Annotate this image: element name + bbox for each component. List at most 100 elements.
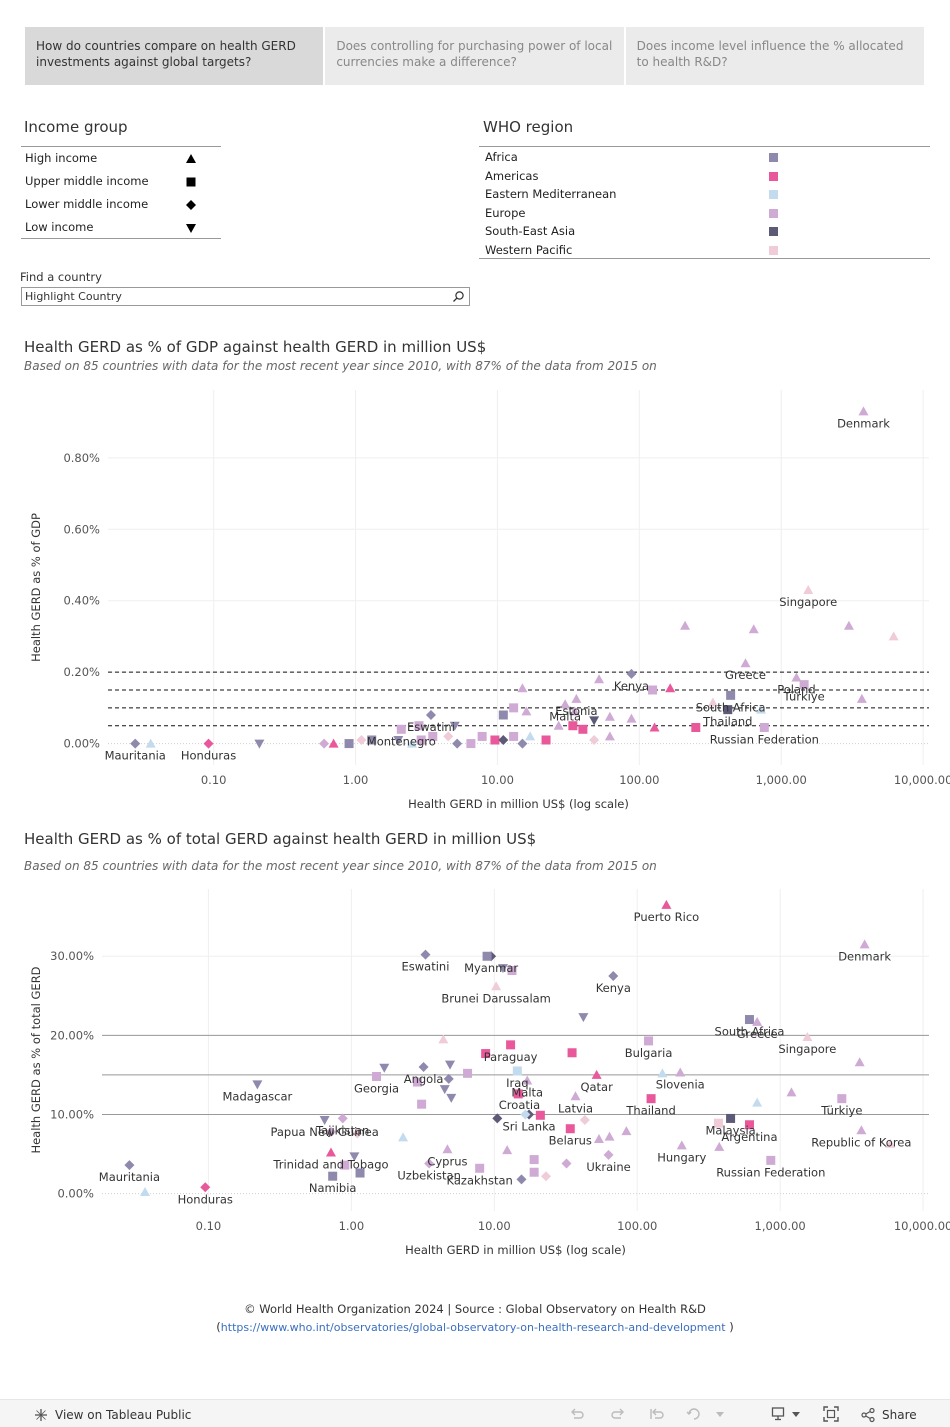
data-point[interactable] [648, 685, 658, 695]
data-point[interactable] [420, 949, 431, 960]
data-point[interactable] [604, 731, 615, 741]
data-point[interactable] [603, 1149, 614, 1160]
legend-item-europe[interactable]: Europe [479, 204, 930, 223]
data-point[interactable] [799, 680, 809, 690]
data-point[interactable] [535, 1110, 545, 1120]
data-point[interactable] [481, 1049, 491, 1059]
data-point[interactable] [398, 1132, 409, 1142]
data-point[interactable] [644, 1036, 654, 1046]
data-point[interactable] [707, 697, 718, 707]
data-point[interactable] [766, 1155, 776, 1165]
data-point[interactable] [520, 1109, 531, 1120]
data-point[interactable] [356, 735, 367, 745]
data-point[interactable] [417, 1099, 427, 1109]
data-point[interactable] [568, 721, 578, 731]
tab-purchasing-power[interactable]: Does controlling for purchasing power of… [325, 27, 624, 85]
legend-item-americas[interactable]: Americas [479, 167, 930, 186]
tab-global-targets[interactable]: How do countries compare on health GERD … [25, 27, 324, 85]
data-point[interactable] [594, 674, 605, 684]
data-point[interactable] [571, 693, 582, 703]
redo-icon[interactable] [610, 1406, 626, 1422]
data-point[interactable] [452, 738, 463, 749]
data-point[interactable] [561, 1158, 572, 1169]
data-point[interactable] [676, 1140, 687, 1150]
data-point[interactable] [604, 1131, 615, 1141]
view-on-tableau-button[interactable]: View on Tableau Public [33, 1407, 191, 1423]
data-point[interactable] [325, 1147, 336, 1157]
data-point[interactable] [859, 939, 870, 949]
data-point[interactable] [482, 951, 492, 961]
data-point[interactable] [475, 1163, 485, 1173]
data-point[interactable] [438, 1034, 449, 1044]
data-point[interactable] [541, 1171, 552, 1182]
data-point[interactable] [449, 721, 460, 731]
data-point[interactable] [506, 1040, 516, 1050]
data-point[interactable] [393, 736, 404, 745]
data-point[interactable] [578, 724, 588, 734]
data-point[interactable] [372, 1072, 382, 1082]
data-point[interactable] [517, 738, 528, 749]
data-point[interactable] [509, 703, 519, 713]
data-point[interactable] [477, 731, 487, 741]
legend-item-upper-middle-income[interactable]: Upper middle income [21, 170, 221, 193]
data-point[interactable] [646, 1094, 656, 1104]
data-point[interactable] [525, 731, 536, 741]
data-point[interactable] [569, 706, 580, 716]
data-point[interactable] [858, 406, 869, 416]
data-point[interactable] [466, 739, 476, 749]
data-point[interactable] [319, 738, 330, 749]
data-point[interactable] [349, 1152, 360, 1162]
data-point[interactable] [752, 1016, 763, 1026]
data-point[interactable] [130, 738, 141, 749]
data-point[interactable] [492, 1113, 503, 1124]
undo-icon[interactable] [569, 1406, 585, 1422]
data-point[interactable] [352, 1128, 363, 1139]
data-point[interactable] [802, 1031, 813, 1041]
data-point[interactable] [396, 724, 406, 734]
data-point[interactable] [200, 1182, 211, 1193]
data-point[interactable] [513, 1089, 523, 1099]
data-point[interactable] [203, 738, 214, 749]
data-point[interactable] [744, 1120, 754, 1130]
data-point[interactable] [328, 1171, 338, 1181]
data-point[interactable] [856, 1125, 867, 1135]
data-point[interactable] [726, 690, 736, 700]
data-point[interactable] [675, 1067, 686, 1077]
data-point[interactable] [325, 1126, 336, 1137]
data-point[interactable] [759, 723, 769, 732]
data-point[interactable] [565, 1124, 575, 1134]
data-point[interactable] [502, 1145, 513, 1155]
data-point[interactable] [367, 735, 377, 745]
data-point[interactable] [657, 1068, 668, 1078]
data-point[interactable] [553, 720, 564, 730]
data-point[interactable] [516, 1174, 527, 1185]
data-point[interactable] [512, 1066, 522, 1076]
data-point[interactable] [885, 1138, 896, 1148]
data-point[interactable] [416, 735, 426, 745]
data-point[interactable] [649, 722, 660, 732]
data-point[interactable] [319, 1116, 330, 1126]
data-point[interactable] [723, 705, 733, 715]
data-point[interactable] [522, 1075, 533, 1085]
data-point[interactable] [529, 1155, 539, 1165]
data-point[interactable] [498, 735, 509, 745]
data-point[interactable] [740, 658, 751, 668]
data-point[interactable] [439, 1085, 450, 1095]
data-point[interactable] [498, 710, 508, 720]
legend-item-high-income[interactable]: High income [21, 147, 221, 170]
data-point[interactable] [626, 668, 637, 679]
data-point[interactable] [418, 1062, 429, 1073]
data-point[interactable] [791, 672, 802, 682]
data-point[interactable] [521, 706, 532, 716]
download-icon[interactable] [771, 1406, 787, 1422]
data-point[interactable] [621, 1126, 632, 1136]
data-point[interactable] [254, 739, 265, 749]
data-point[interactable] [337, 1113, 348, 1124]
data-point[interactable] [443, 731, 454, 742]
legend-item-western-pacific[interactable]: Western Pacific [479, 241, 930, 260]
data-point[interactable] [714, 1141, 725, 1151]
pause-updates-icon[interactable] [686, 1406, 702, 1422]
data-point[interactable] [252, 1080, 263, 1090]
search-icon[interactable] [452, 290, 465, 303]
share-button[interactable]: Share [860, 1407, 917, 1423]
